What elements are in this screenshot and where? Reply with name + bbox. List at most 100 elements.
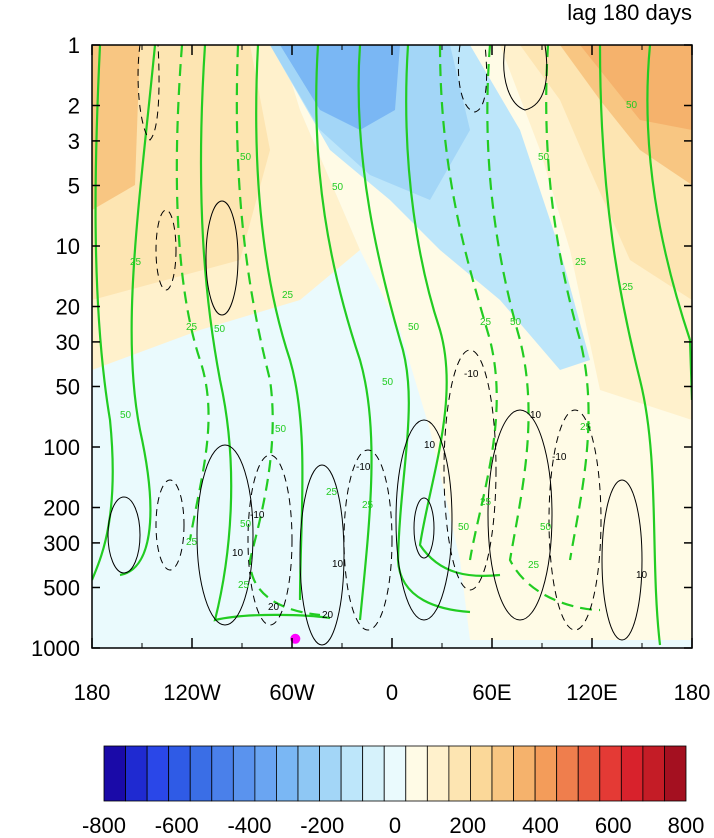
- black-solid-contour: [299, 464, 345, 646]
- colorbar-tick-label: 200: [449, 813, 486, 838]
- x-tick-label: 120W: [163, 680, 221, 705]
- black-dashed-contour: [443, 349, 497, 591]
- shade-positive-west-3: [92, 45, 140, 210]
- y-tick-label: 2: [68, 94, 80, 119]
- green-solid-contour: [199, 45, 331, 622]
- colorbar-swatch: [168, 745, 191, 802]
- colorbar-swatch: [254, 745, 277, 802]
- black-solid-contour: [107, 496, 141, 574]
- x-tick-label: 180: [674, 680, 711, 705]
- colorbar-tick-label: 0: [389, 813, 401, 838]
- black-solid-contour: [205, 200, 239, 316]
- black-dashed-contour: [247, 454, 293, 626]
- x-tick-label: 60W: [269, 680, 314, 705]
- y-tick-label: 30: [56, 330, 80, 355]
- colorbar-swatch: [340, 745, 364, 802]
- colorbar-swatch: [362, 745, 385, 802]
- contour-label: 10: [636, 570, 648, 581]
- contour-label: 50: [382, 377, 394, 388]
- contour-label: 10: [232, 548, 244, 559]
- colorbar-tick-label: -800: [82, 813, 126, 838]
- black-solid-contours: [107, 45, 643, 646]
- y-tick-label: 300: [43, 531, 80, 556]
- colorbar-swatch: [470, 745, 493, 802]
- contour-label: -10: [464, 369, 479, 380]
- black-dashed-contours: [137, 45, 602, 631]
- colorbar-swatch: [599, 745, 622, 802]
- colorbar-swatch: [664, 745, 687, 802]
- black-contour-labels: -10 10 -10 10 -10 -10 10 10 20 20 10: [232, 369, 648, 621]
- green-dashed-contour: [175, 45, 210, 541]
- contour-label: 25: [480, 317, 492, 328]
- contour-label: 50: [275, 424, 287, 435]
- green-solid-contour: [598, 45, 662, 646]
- green-solid-contour: [357, 45, 471, 614]
- contour-label: -10: [552, 452, 567, 463]
- contour-label: 10: [530, 410, 542, 421]
- y-tick-label: 20: [56, 295, 80, 320]
- shade-positive-low: [92, 45, 692, 640]
- colorbar-swatch: [232, 745, 256, 802]
- contour-label: -10: [356, 462, 371, 473]
- y-tick-label: 3: [68, 129, 80, 154]
- colorbar-swatch: [405, 745, 428, 802]
- colorbar-swatch: [276, 745, 299, 802]
- colorbar-tick-label: 600: [595, 813, 632, 838]
- x-tick-label: 0: [386, 680, 398, 705]
- colorbar-swatch: [426, 745, 450, 802]
- y-tick-label: 500: [43, 575, 80, 600]
- contour-label: 50: [120, 410, 132, 421]
- green-dashed-contour: [235, 45, 321, 617]
- y-tick-label: 1000: [31, 636, 80, 661]
- contour-label: 25: [575, 257, 587, 268]
- colorbar-swatch: [534, 745, 558, 802]
- chart-title: lag 180 days: [567, 0, 692, 25]
- colorbar-swatch: [556, 745, 579, 802]
- shade-positive-east-4: [580, 45, 692, 130]
- colorbar-tick-label: -400: [227, 813, 271, 838]
- y-tick-label: 50: [56, 374, 80, 399]
- black-solid-contour: [503, 45, 548, 111]
- x-tick-label: 120E: [566, 680, 617, 705]
- contour-label: -10: [250, 510, 265, 521]
- colorbar-swatch: [297, 745, 320, 802]
- contour-label: 25: [186, 322, 198, 333]
- contour-label: 25: [130, 257, 142, 268]
- contour-label: 25: [238, 580, 250, 591]
- colorbar-swatch: [319, 745, 342, 802]
- colorbar-tick-label: 400: [522, 813, 559, 838]
- contour-label: 25: [362, 500, 374, 511]
- shade-negative-3: [280, 45, 400, 130]
- black-dashed-contour: [155, 479, 185, 571]
- black-solid-contour: [413, 497, 435, 559]
- black-dashed-contour: [137, 45, 160, 141]
- y-tick-label: 5: [68, 173, 80, 198]
- colorbar-labels: -800 -600 -400 -200 0 200 400 600 800: [82, 813, 704, 838]
- black-solid-contour: [601, 479, 643, 641]
- green-solid-contour: [405, 45, 501, 578]
- colorbar-tick-label: 800: [668, 813, 705, 838]
- green-solid-contour: [92, 45, 114, 581]
- colorbar-swatch: [189, 745, 213, 802]
- location-marker: [290, 633, 301, 644]
- green-solid-contour: [646, 45, 692, 401]
- colorbar: [103, 745, 687, 802]
- contour-label: 25: [622, 282, 634, 293]
- contour-label: 20: [268, 602, 280, 613]
- y-tick-label: 10: [56, 234, 80, 259]
- colorbar-swatch: [383, 745, 407, 802]
- y-tick-label: 100: [43, 435, 80, 460]
- contour-label: 50: [626, 100, 638, 111]
- colorbar-tick-label: -200: [300, 813, 344, 838]
- contour-label: 50: [408, 322, 420, 333]
- colorbar-tick-label: -600: [155, 813, 199, 838]
- black-solid-contour: [395, 419, 453, 621]
- colorbar-swatch: [620, 745, 644, 802]
- contour-label: 50: [538, 152, 550, 163]
- x-tick-label: 60E: [472, 680, 511, 705]
- x-tick-label: 180: [74, 680, 111, 705]
- contour-label: 25: [580, 422, 592, 433]
- black-dashed-contour: [457, 45, 488, 113]
- green-dashed-contours: [175, 45, 601, 617]
- black-dashed-contour: [155, 209, 177, 291]
